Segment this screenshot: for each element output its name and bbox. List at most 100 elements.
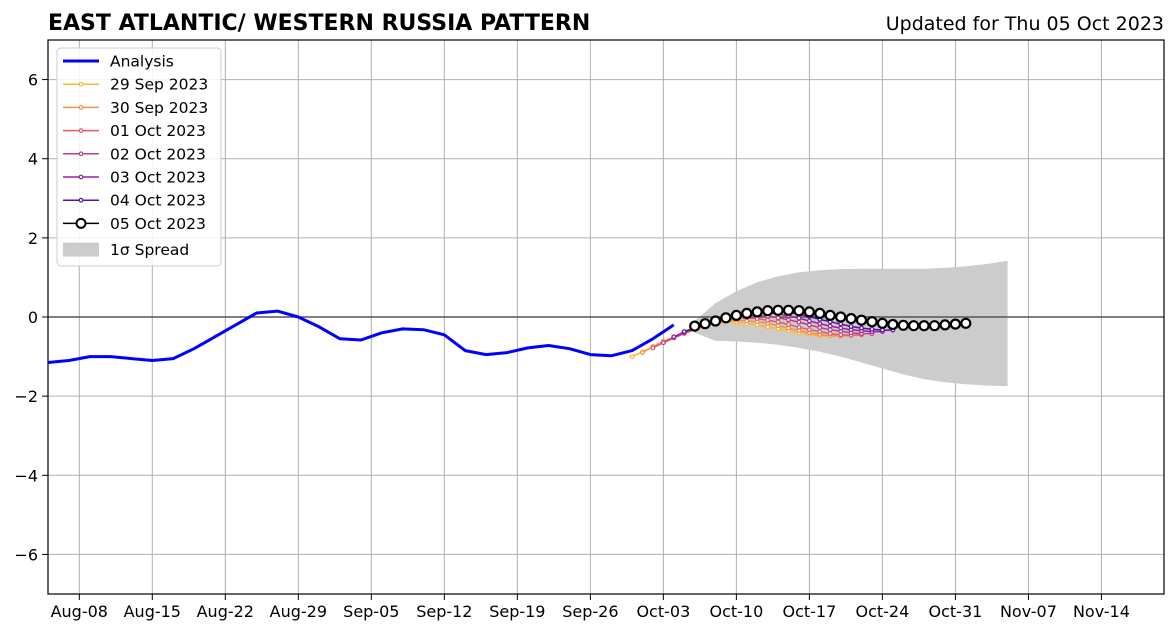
x-tick-label: Oct-24 xyxy=(855,602,909,621)
forecast-point xyxy=(817,325,823,331)
forecast-point xyxy=(699,318,711,330)
forecast-point xyxy=(866,316,878,328)
forecast-point xyxy=(741,307,753,319)
forecast-point xyxy=(827,323,833,329)
y-tick-label: −2 xyxy=(14,387,38,406)
forecast-point xyxy=(814,307,826,319)
x-tick-label: Oct-03 xyxy=(636,602,690,621)
forecast-point xyxy=(838,325,844,331)
legend-label: 03 Oct 2023 xyxy=(110,169,206,187)
forecast-point xyxy=(949,318,962,330)
forecast-point xyxy=(908,320,920,332)
forecast-point xyxy=(845,313,857,325)
legend-label: Analysis xyxy=(110,53,174,71)
analysis-line xyxy=(47,309,675,364)
forecast-point xyxy=(939,319,951,331)
forecast-point xyxy=(855,314,868,326)
legend-swatch-marker xyxy=(78,81,84,87)
forecast-point xyxy=(817,329,823,335)
forecast-point xyxy=(765,317,771,323)
forecast-point xyxy=(928,320,941,332)
x-tick-label: Sep-12 xyxy=(416,602,472,621)
x-tick-label: Sep-26 xyxy=(562,602,618,621)
x-tick-label: Aug-29 xyxy=(270,602,327,621)
forecast-point xyxy=(730,309,743,321)
forecast-point xyxy=(629,354,635,360)
chart-title: EAST ATLANTIC/ WESTERN RUSSIA PATTERN xyxy=(48,11,590,36)
forecast-point xyxy=(775,315,781,321)
x-tick-label: Oct-17 xyxy=(782,602,836,621)
legend-label: 04 Oct 2023 xyxy=(110,192,206,210)
legend-label: 30 Sep 2023 xyxy=(110,99,208,117)
forecast-point xyxy=(782,304,795,316)
forecast-point xyxy=(803,306,816,318)
forecast-point xyxy=(817,321,823,327)
y-tick-label: 6 xyxy=(28,71,38,90)
x-tick-label: Aug-08 xyxy=(51,602,108,621)
forecast-point xyxy=(796,315,802,321)
legend-swatch-marker xyxy=(78,104,84,110)
y-tick-label: 2 xyxy=(28,229,38,248)
forecast-point xyxy=(772,304,784,316)
forecast-point xyxy=(786,322,791,327)
forecast-point xyxy=(681,329,687,335)
forecast-point xyxy=(827,331,833,337)
legend-swatch-marker xyxy=(78,197,84,203)
x-tick-label: Oct-31 xyxy=(929,602,983,621)
legend-swatch-marker xyxy=(78,174,84,180)
forecast-point xyxy=(807,322,812,328)
forecast-point xyxy=(720,312,732,324)
forecast-point xyxy=(796,319,802,325)
forecast-point xyxy=(751,306,763,318)
y-tick-label: 0 xyxy=(28,308,38,327)
legend-swatch-marker xyxy=(75,217,87,229)
legend-label: 29 Sep 2023 xyxy=(110,76,208,94)
forecast-point xyxy=(807,318,812,324)
forecast-point xyxy=(876,317,889,329)
legend-swatch-spread xyxy=(63,242,99,257)
forecast-point xyxy=(775,319,781,325)
forecast-point xyxy=(824,309,836,321)
forecast-point xyxy=(835,311,847,323)
forecast-point xyxy=(838,321,844,327)
forecast-point xyxy=(762,305,774,317)
x-tick-label: Sep-19 xyxy=(489,602,545,621)
legend-label: 02 Oct 2023 xyxy=(110,145,206,163)
forecast-point xyxy=(709,315,722,327)
y-tick-label: −4 xyxy=(14,466,38,485)
forecast-point xyxy=(887,318,899,331)
x-tick-label: Nov-14 xyxy=(1073,602,1130,621)
legend-swatch-marker xyxy=(78,151,84,157)
legend-label: 05 Oct 2023 xyxy=(110,215,206,233)
x-tick-label: Nov-07 xyxy=(1000,602,1057,621)
forecast-point xyxy=(786,317,791,323)
x-tick-label: Oct-10 xyxy=(709,602,763,621)
forecast-point xyxy=(796,324,802,330)
forecast-point xyxy=(869,326,875,332)
forecast-point xyxy=(671,334,677,340)
forecast-point xyxy=(793,305,805,317)
legend-box xyxy=(56,47,222,267)
legend: Analysis 29 Sep 2023 30 Sep 2023 01 Oct 202… xyxy=(56,47,222,267)
x-tick-label: Aug-15 xyxy=(124,602,181,621)
legend-label: 01 Oct 2023 xyxy=(110,122,206,140)
updated-date: Updated for Thu 05 Oct 2023 xyxy=(886,13,1164,35)
forecast-point xyxy=(650,345,656,351)
legend-label: 1σ Spread xyxy=(110,241,189,259)
x-tick-label: Sep-05 xyxy=(343,602,399,621)
forecast-point xyxy=(918,320,930,332)
forecast-point xyxy=(689,320,701,332)
legend-swatch-marker xyxy=(78,128,84,134)
x-tick-label: Aug-22 xyxy=(197,602,254,621)
forecast-point xyxy=(859,325,864,331)
y-tick-label: 4 xyxy=(28,150,38,169)
forecast-point xyxy=(848,324,854,329)
y-tick-label: −6 xyxy=(14,545,38,564)
forecast-point xyxy=(897,319,909,331)
plot-area: −6 −4 −2 0 2 4 6 Aug-08 Aug-15 Aug-22 Aug-29 Sep-05… xyxy=(14,39,1165,621)
forecast-point xyxy=(640,350,645,356)
forecast-point xyxy=(960,317,972,329)
forecast-point xyxy=(807,327,812,333)
forecast-point xyxy=(661,340,666,346)
